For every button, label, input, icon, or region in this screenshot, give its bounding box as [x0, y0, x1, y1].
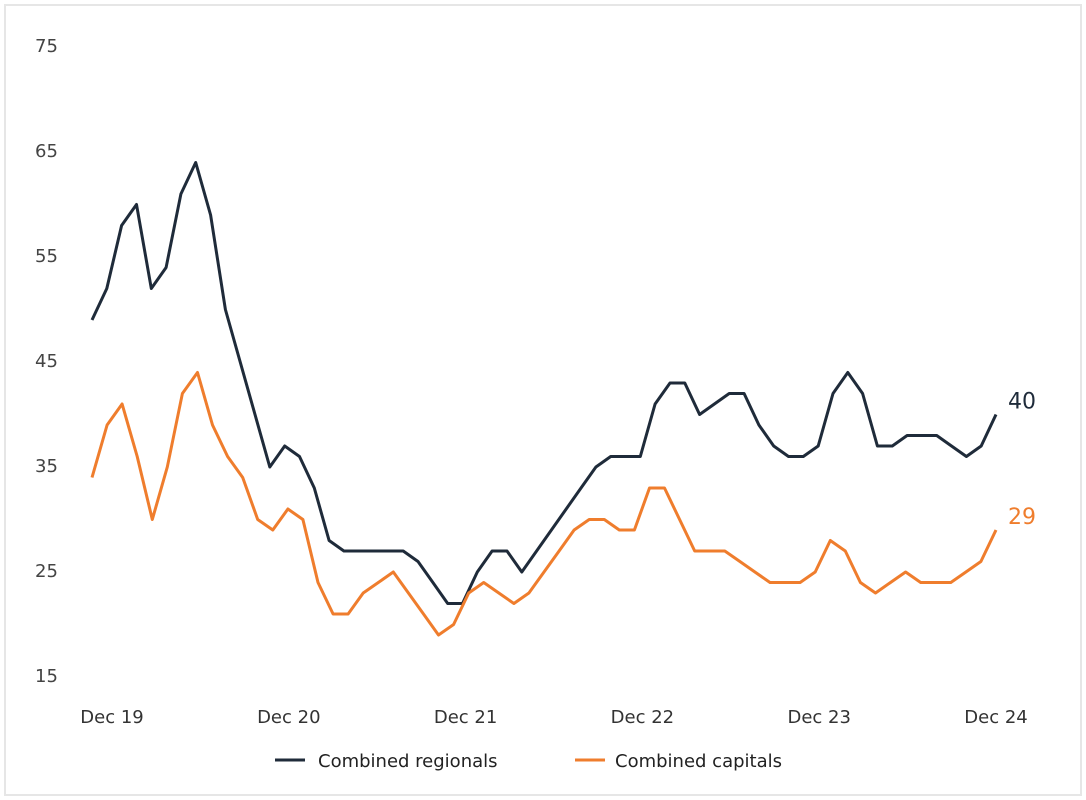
series-line-0 — [90, 161, 998, 605]
chart-frame — [4, 4, 1082, 796]
legend-label-regionals: Combined regionals — [318, 751, 498, 772]
x-tick-label: Dec 19 — [80, 707, 143, 728]
y-tick-label: 45 — [35, 351, 58, 372]
series-lines — [90, 161, 998, 637]
x-tick-label: Dec 21 — [434, 707, 497, 728]
y-tick-label: 15 — [35, 666, 58, 687]
end-label-0: 40 — [1008, 390, 1036, 415]
x-tick-label: Dec 24 — [964, 707, 1027, 728]
series-line-1 — [90, 371, 998, 637]
x-tick-label: Dec 23 — [787, 707, 850, 728]
y-tick-label: 25 — [35, 561, 58, 582]
y-tick-label: 35 — [35, 456, 58, 477]
y-tick-label: 75 — [35, 36, 58, 57]
x-axis-ticks: Dec 19 Dec 20 Dec 21 Dec 22 Dec 23 Dec 24 — [80, 707, 1027, 728]
x-tick-label: Dec 22 — [611, 707, 674, 728]
legend: Combined regionals Combined capitals — [275, 751, 782, 772]
y-tick-label: 65 — [35, 141, 58, 162]
x-tick-label: Dec 20 — [257, 707, 320, 728]
end-label-1: 29 — [1008, 505, 1036, 530]
y-axis-ticks: 75 65 55 45 35 25 15 — [35, 36, 58, 687]
legend-label-capitals: Combined capitals — [615, 751, 782, 772]
end-labels: 40 29 — [1008, 390, 1036, 531]
y-tick-label: 55 — [35, 246, 58, 267]
